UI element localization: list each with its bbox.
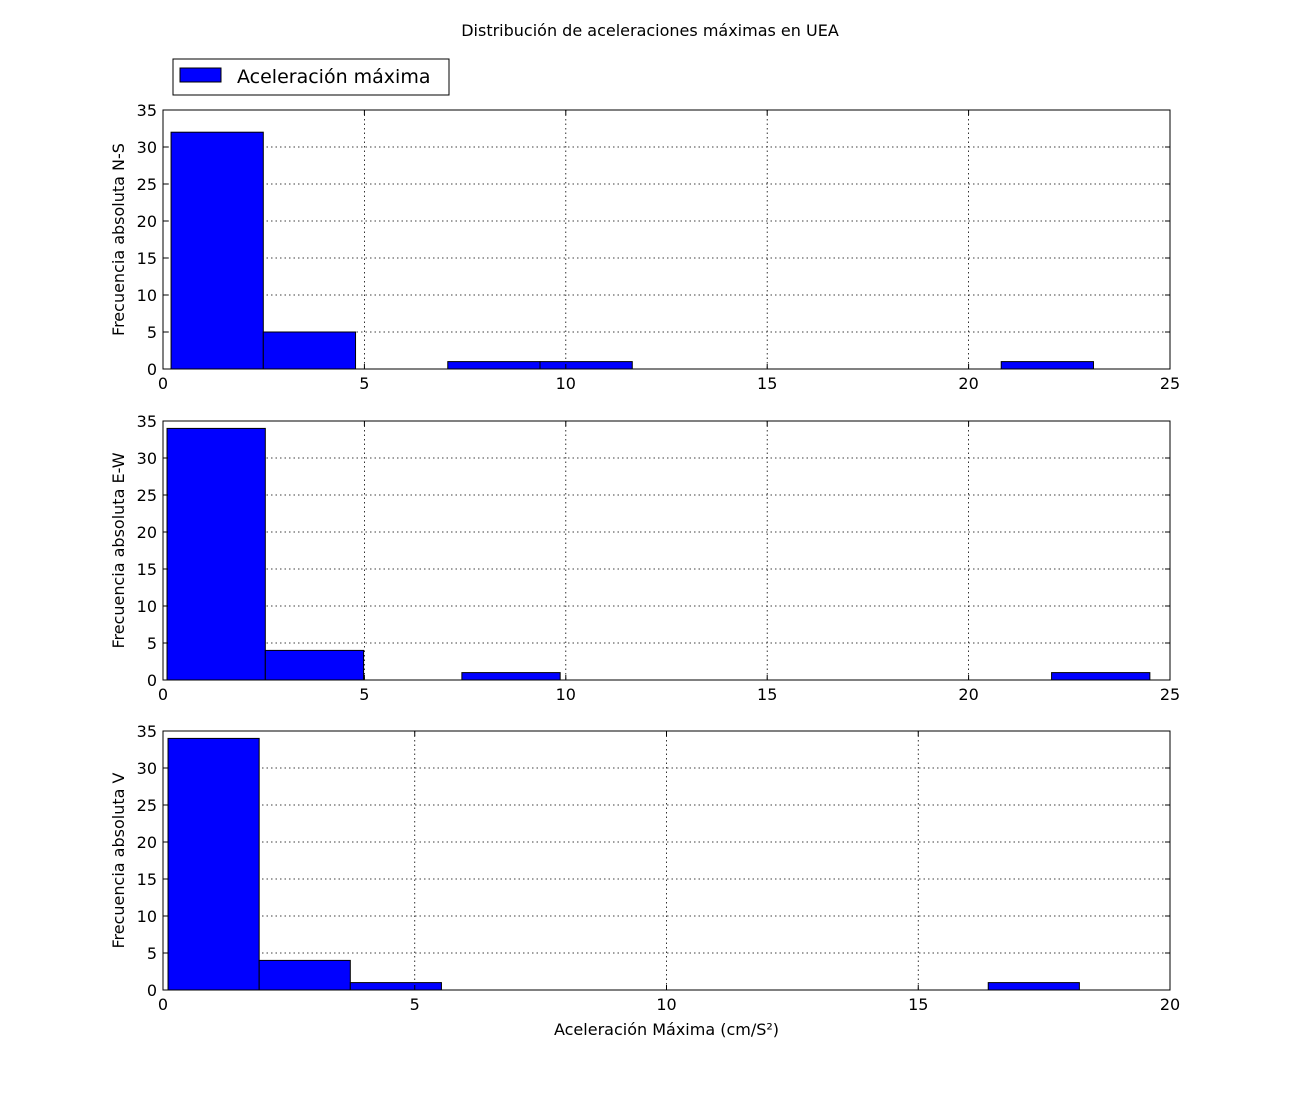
histogram-bar (539, 361, 633, 370)
y-tick-label: 5 (147, 323, 157, 342)
y-tick-label: 30 (137, 759, 157, 778)
y-tick-label: 0 (147, 671, 157, 690)
x-tick-label: 15 (908, 995, 928, 1014)
plot-area (163, 421, 1170, 680)
x-tick-label: 5 (410, 995, 420, 1014)
x-tick-label: 15 (757, 685, 777, 704)
x-tick-label: 20 (1160, 995, 1180, 1014)
y-tick-label: 20 (137, 833, 157, 852)
y-tick-label: 5 (147, 634, 157, 653)
y-tick-label: 30 (137, 449, 157, 468)
plot-area (163, 110, 1170, 369)
histogram-panel-1: 0 5 10 15 20 25 0 5 10 15 20 25 30 35 Frecuencia absol… (109, 101, 1180, 393)
x-tick-label: 0 (158, 995, 168, 1014)
y-tick-label: 25 (137, 486, 157, 505)
y-tick-label: 25 (137, 175, 157, 194)
x-tick-label: 25 (1160, 685, 1180, 704)
y-tick-label: 0 (147, 981, 157, 1000)
x-tick-label: 5 (359, 685, 369, 704)
y-tick-label: 30 (137, 138, 157, 157)
y-axis-label: Frecuencia absoluta V (109, 772, 128, 948)
histogram-bar (167, 737, 260, 991)
x-axis-label: Aceleración Máxima (cm/S²) (554, 1020, 779, 1039)
histogram-panel-3: 0 5 10 15 20 0 5 10 15 20 25 30 35 Frecuencia absolut… (109, 722, 1180, 1039)
histogram-bar (166, 427, 266, 681)
y-tick-label: 10 (137, 597, 157, 616)
histogram-bar (461, 672, 561, 681)
x-tick-label: 10 (556, 374, 576, 393)
axes-frame (162, 109, 1171, 370)
legend-swatch (179, 67, 222, 83)
y-tick-label: 35 (137, 101, 157, 120)
y-tick-label: 15 (137, 870, 157, 889)
legend: Aceleración máxima (172, 58, 450, 96)
y-tick-label: 0 (147, 360, 157, 379)
x-tick-label: 10 (556, 685, 576, 704)
histogram-bar (1000, 361, 1094, 370)
y-tick-label: 35 (137, 722, 157, 741)
x-tick-label: 0 (158, 685, 168, 704)
x-tick-label: 20 (958, 374, 978, 393)
y-tick-label: 10 (137, 907, 157, 926)
legend-label: Aceleración máxima (237, 66, 430, 88)
histogram-bar (264, 649, 365, 681)
figure-title: Distribución de aceleraciones máximas en… (461, 21, 839, 40)
histogram-bar (349, 982, 442, 991)
y-tick-label: 15 (137, 249, 157, 268)
x-tick-label: 5 (359, 374, 369, 393)
histogram-bar (987, 982, 1080, 991)
y-axis-label: Frecuencia absoluta E-W (109, 452, 128, 648)
y-tick-label: 15 (137, 560, 157, 579)
histogram-bar (447, 361, 541, 370)
y-tick-label: 35 (137, 412, 157, 431)
x-tick-label: 15 (757, 374, 777, 393)
histogram-bar (170, 131, 264, 370)
axes-frame (162, 420, 1171, 681)
plot-area (163, 731, 1170, 990)
y-tick-label: 5 (147, 944, 157, 963)
x-tick-label: 25 (1160, 374, 1180, 393)
histogram-panel-2: 0 5 10 15 20 25 0 5 10 15 20 25 30 35 Frecuencia absol… (109, 412, 1180, 704)
x-tick-label: 0 (158, 374, 168, 393)
y-axis-label: Frecuencia absoluta N-S (109, 143, 128, 336)
y-tick-label: 10 (137, 286, 157, 305)
y-tick-label: 20 (137, 523, 157, 542)
histogram-bar (1051, 672, 1151, 681)
x-tick-label: 20 (958, 685, 978, 704)
histogram-bar (258, 959, 351, 991)
x-tick-label: 10 (656, 995, 676, 1014)
histogram-bar (262, 331, 357, 370)
y-tick-label: 25 (137, 796, 157, 815)
y-tick-label: 20 (137, 212, 157, 231)
